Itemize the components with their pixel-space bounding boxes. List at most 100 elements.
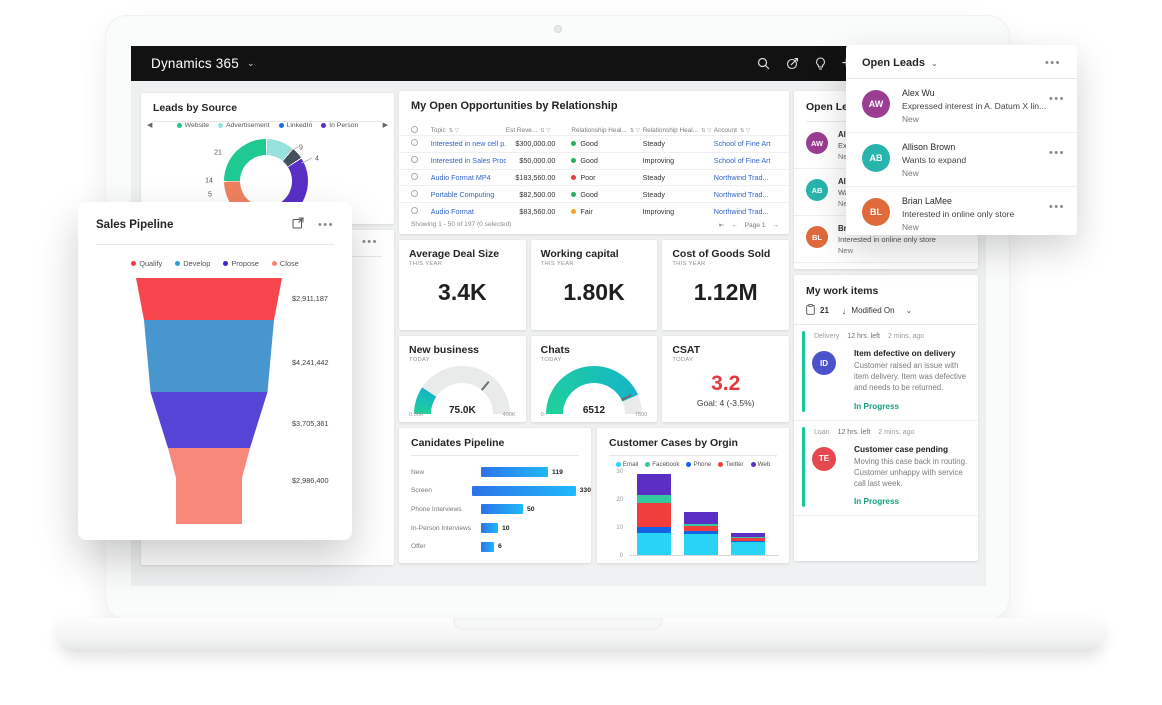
table-row[interactable]: Portable Computing $82,500.00 Good Stead… [399,185,789,202]
legend-next-icon[interactable]: ▶ [382,122,388,129]
prev-page-icon[interactable]: ← [731,222,738,229]
lead-row[interactable]: AW Alex Wu Expressed interest in A. Datu… [846,79,1077,133]
gauge-chart: 75.0K [414,366,511,422]
y-axis-tick: 30 [616,469,623,475]
legend-item[interactable]: Web [750,461,770,468]
topic-link[interactable]: Audio Format MP4 [430,172,491,182]
topic-link[interactable]: Interested in Sales Prod... [430,156,506,166]
funnel-value-label: $2,911,187 [292,294,328,303]
sort-filter-icon[interactable]: ⇅ ▽ [448,128,460,134]
table-row[interactable]: Audio Format $83,560.00 Fair Improving N… [399,202,789,219]
work-item-status[interactable]: In Progress [854,401,900,411]
funnel-stage-qualify [136,278,282,320]
column-header[interactable]: Topic ⇅ ▽ [430,127,460,134]
account-link[interactable]: School of Fine Art [713,156,771,166]
work-item-meta: Delivery 12 hrs. left 2 mins. ago [814,333,970,340]
funnel-stage-develop [144,320,274,392]
row-select-circle[interactable] [411,189,418,197]
panel-title: My work items [806,285,879,297]
row-select-circle[interactable] [411,172,418,180]
table-row[interactable]: Interested in new cell p... $300,000.00 … [399,135,789,152]
lead-description: Interested in online only store [838,235,936,244]
column-header[interactable]: Relationship Heal... ⇅ ▽ [571,127,641,134]
next-page-icon[interactable]: → [772,222,779,229]
legend-item[interactable]: Twitter [718,461,744,468]
more-options-icon[interactable]: ••• [1048,147,1065,159]
legend-item[interactable]: Website [176,122,209,129]
row-select-circle[interactable] [411,206,418,214]
select-all-circle[interactable] [411,126,418,133]
stack-segment-web [637,473,671,495]
chevron-down-icon[interactable]: ⌄ [930,58,938,68]
leader-line [301,157,313,164]
column-header[interactable]: Relationship Heal... ⇅ ▽ [642,127,712,134]
more-options-icon[interactable]: ••• [1048,93,1065,105]
legend-item[interactable]: Facebook [645,461,679,468]
first-page-icon[interactable]: ⇤ [718,222,725,229]
more-options-icon[interactable]: ••• [1044,57,1061,69]
legend-label: Email [622,461,639,468]
column-header[interactable]: Est Reve... ⇅ ▽ [505,127,551,134]
app-title-chevron-icon[interactable]: ⌄ [246,58,255,68]
lead-row[interactable]: AB Allison Brown Wants to expand New ••• [846,133,1077,187]
row-select-circle[interactable] [411,139,418,147]
legend-item[interactable]: Advertisement [218,122,270,129]
legend-carousel: ◀ Website Advertisement LinkedIn In Person … [143,121,392,130]
account-link[interactable]: Northwind Trad... [713,189,769,199]
legend-item[interactable]: LinkedIn [278,122,312,129]
gauge-title: Chats [540,344,570,356]
chevron-down-icon[interactable]: ⌄ [905,306,913,315]
panel-title: Canidates Pipeline [411,437,505,449]
quick-create-icon[interactable] [786,57,799,70]
table-row[interactable]: Interested in Sales Prod... $50,000.00 G… [399,151,789,169]
work-item[interactable]: Loan 12 hrs. left 2 mins. ago TE Custome… [794,421,978,517]
sort-filter-icon[interactable]: ⇅ ▽ [540,128,551,134]
more-options-icon[interactable]: ••• [361,236,378,248]
popout-icon[interactable] [292,216,304,234]
topic-link[interactable]: Audio Format [430,206,474,216]
y-axis-tick: 0 [619,553,623,559]
legend-item[interactable]: Propose [223,259,259,268]
legend-label: Qualify [139,259,163,268]
legend-item[interactable]: Phone [686,461,711,468]
topic-link[interactable]: Interested in new cell p... [430,139,506,149]
work-item[interactable]: Delivery 12 hrs. left 2 mins. ago ID Ite… [794,325,978,421]
legend-item[interactable]: Develop [175,259,210,268]
stack-segment-twitter [684,525,718,532]
lead-description: Expressed interest in A. Datum X lin... [902,101,1047,111]
account-link[interactable]: Northwind Trad... [713,172,769,182]
health-cell: Fair [563,207,642,216]
legend-item[interactable]: In Person [321,122,358,129]
column-header[interactable]: Account ⇅ ▽ [713,127,751,134]
legend-dot-icon [750,462,756,467]
stack-segment-facebook [731,536,765,539]
lead-row[interactable]: BL Brian LaMee Interested in online only… [846,187,1077,240]
legend-prev-icon[interactable]: ◀ [147,122,153,129]
legend-item[interactable]: Email [615,461,639,468]
csat-period: TODAY [672,357,694,363]
sort-filter-icon[interactable]: ⇅ ▽ [700,128,712,134]
topic-link[interactable]: Portable Computing [430,189,495,199]
account-link[interactable]: School of Fine Art [713,139,771,149]
stack-segment-email [684,534,718,555]
work-item-status[interactable]: In Progress [854,497,900,507]
sort-field[interactable]: Modified On [851,306,895,315]
sort-direction-icon[interactable]: ↓ [841,305,847,316]
more-options-icon[interactable]: ••• [1048,201,1065,213]
search-icon[interactable] [757,57,770,70]
row-select-circle[interactable] [411,156,418,164]
stacked-bar [731,532,765,555]
funnel-chart: $2,911,187 $4,241,442 $3,705,361 $2,986,… [78,270,352,532]
table-row[interactable]: Audio Format MP4 $183,560.00 Poor Steady… [399,168,789,186]
account-link[interactable]: Northwind Trad... [713,206,769,216]
more-options-icon[interactable]: ••• [317,219,334,231]
legend-item[interactable]: Close [271,259,299,268]
funnel-value-label: $4,241,442 [292,358,329,367]
pagination: ⇤ ← Page 1 → [714,221,779,229]
category-label: Screen [411,487,432,495]
sort-filter-icon[interactable]: ⇅ ▽ [739,128,751,134]
legend-item[interactable]: Qualify [131,259,162,268]
sort-filter-icon[interactable]: ⇅ ▽ [629,128,641,134]
lightbulb-icon[interactable] [815,56,826,71]
gauge-card: New business TODAY 75.0K 0.00K 400K [399,336,526,422]
